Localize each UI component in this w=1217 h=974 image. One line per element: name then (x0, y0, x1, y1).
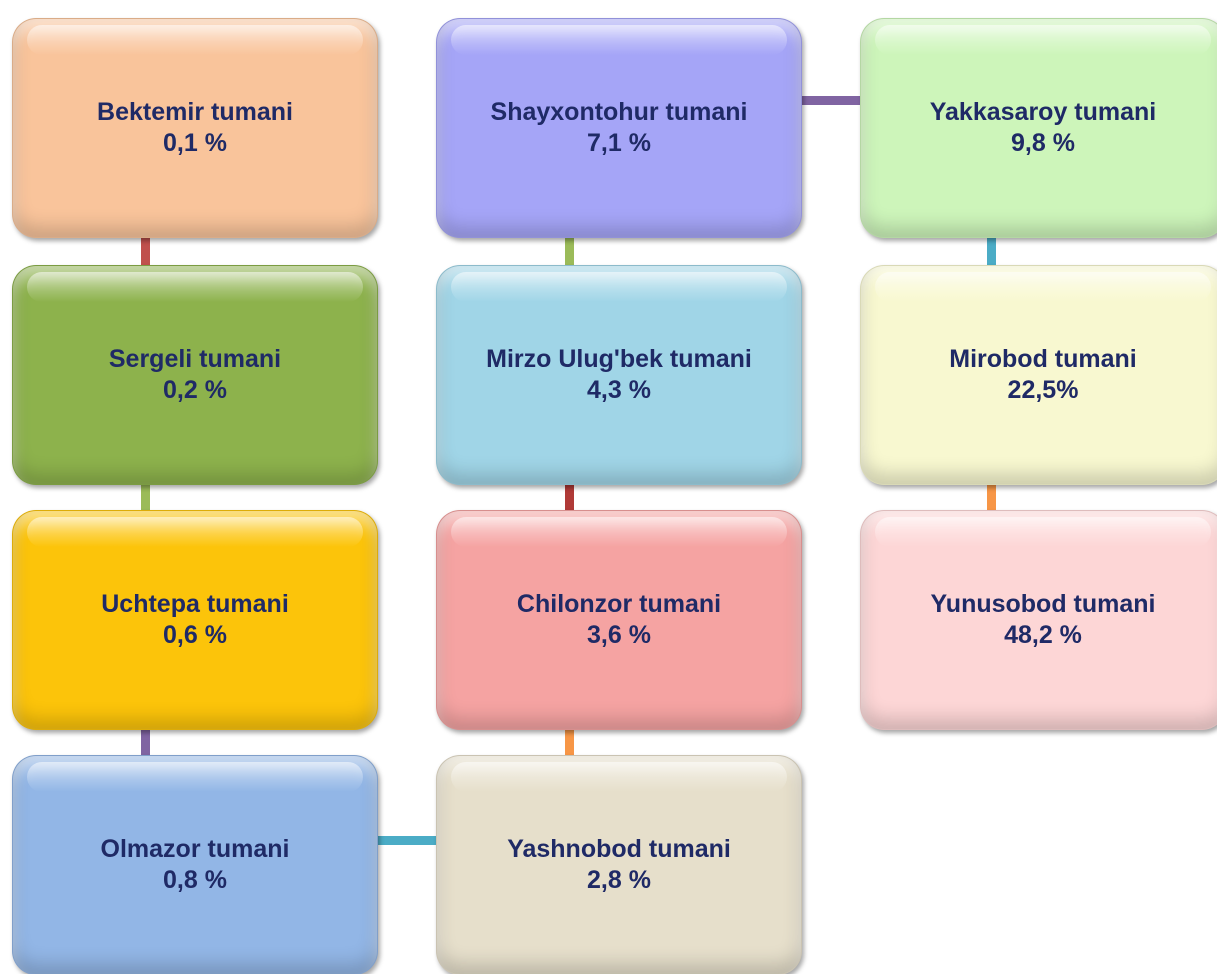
node: Yashnobod tumani 2,8 % (436, 755, 802, 974)
node-label: Olmazor tumani (100, 835, 290, 863)
node-label: Bektemir tumani (97, 98, 293, 126)
node: Shayxontohur tumani 7,1 % (436, 18, 802, 238)
node-value: 48,2 % (1004, 621, 1082, 649)
node-label: Sergeli tumani (108, 345, 282, 373)
node-value: 3,6 % (587, 621, 651, 649)
node: Yakkasaroy tumani 9,8 % (860, 18, 1217, 238)
connector (141, 238, 150, 268)
node: Uchtepa tumani 0,6 % (12, 510, 378, 730)
connector (565, 238, 574, 268)
node: Yunusobod tumani 48,2 % (860, 510, 1217, 730)
connector (141, 728, 150, 758)
connector (801, 96, 863, 105)
node-value: 22,5% (1007, 376, 1079, 404)
node: Chilonzor tumani 3,6 % (436, 510, 802, 730)
connector (141, 483, 150, 513)
node-label: Yakkasaroy tumani (929, 98, 1157, 126)
node-value: 2,8 % (587, 866, 651, 894)
node: Olmazor tumani 0,8 % (12, 755, 378, 974)
connector (987, 483, 996, 513)
node: Mirobod tumani 22,5% (860, 265, 1217, 485)
node-value: 0,1 % (163, 129, 227, 157)
node-value: 7,1 % (587, 129, 651, 157)
node: Bektemir tumani 0,1 % (12, 18, 378, 238)
node-label: Yunusobod tumani (930, 590, 1156, 618)
connector (565, 483, 574, 513)
connector (987, 238, 996, 268)
node-value: 4,3 % (587, 376, 651, 404)
node-value: 0,8 % (163, 866, 227, 894)
node: Sergeli tumani 0,2 % (12, 265, 378, 485)
node-label: Mirzo Ulug'bek tumani (486, 345, 752, 373)
connector (378, 836, 438, 845)
node-label: Mirobod tumani (949, 345, 1137, 373)
connector (565, 728, 574, 758)
node: Mirzo Ulug'bek tumani 4,3 % (436, 265, 802, 485)
node-label: Chilonzor tumani (516, 590, 722, 618)
node-label: Yashnobod tumani (507, 835, 731, 863)
node-label: Shayxontohur tumani (490, 98, 748, 126)
node-label: Uchtepa tumani (101, 590, 289, 618)
node-value: 0,2 % (163, 376, 227, 404)
node-value: 0,6 % (163, 621, 227, 649)
node-value: 9,8 % (1011, 129, 1075, 157)
